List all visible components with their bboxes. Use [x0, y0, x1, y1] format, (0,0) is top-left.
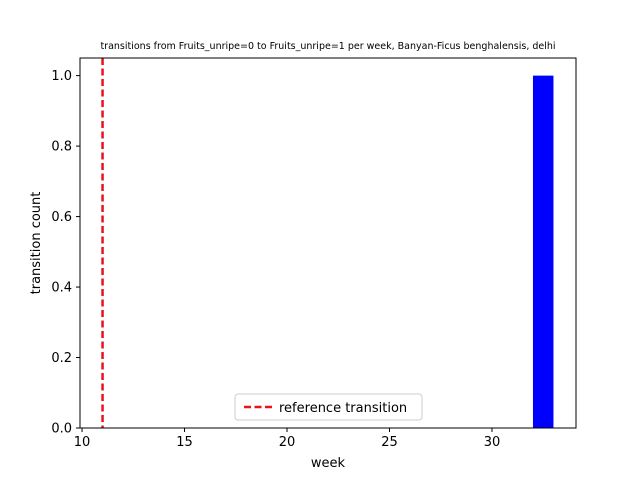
y-tick-label: 0.6	[51, 210, 72, 225]
y-tick-label: 0.4	[51, 281, 72, 296]
bar	[532, 75, 554, 428]
x-tick-label: 15	[176, 435, 193, 450]
legend: reference transition	[234, 393, 423, 421]
x-tick-label: 10	[74, 435, 91, 450]
x-tick-label: 20	[279, 435, 296, 450]
y-tick-label: 1.0	[51, 69, 72, 84]
x-axis-label: week	[311, 456, 346, 471]
legend-label: reference transition	[279, 401, 407, 416]
y-axis-label: transition count	[29, 192, 44, 295]
legend-box	[234, 393, 423, 421]
y-axis: 0.0 0.2 0.4 0.6 0.8 1.0	[51, 69, 80, 437]
x-tick-label: 30	[484, 435, 501, 450]
x-axis: 10 15 20 25 30	[74, 428, 500, 450]
plot-area	[79, 57, 577, 429]
y-tick-label: 0.0	[51, 422, 72, 437]
y-tick-label: 0.8	[51, 140, 72, 155]
chart-title: transitions from Fruits_unripe=0 to Frui…	[100, 41, 555, 52]
x-tick-label: 25	[381, 435, 398, 450]
plot-frame	[79, 57, 577, 429]
y-tick-label: 0.2	[51, 351, 72, 366]
